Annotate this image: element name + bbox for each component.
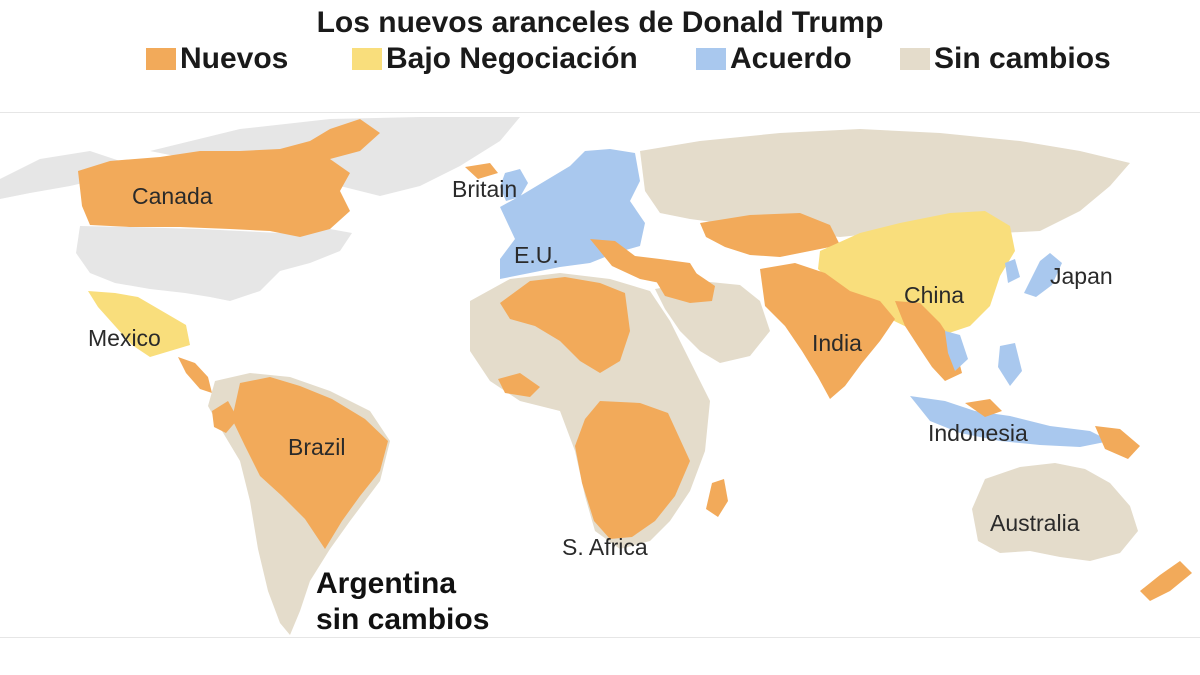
label-britain: Britain bbox=[452, 176, 517, 202]
region-central-america bbox=[178, 357, 212, 393]
region-malaysia bbox=[965, 399, 1002, 417]
region-southeast-asia bbox=[895, 301, 962, 381]
label-indonesia: Indonesia bbox=[928, 420, 1028, 446]
region-colombia bbox=[212, 401, 238, 433]
region-canada bbox=[78, 119, 380, 237]
legend-item-negociacion: Bajo Negociación bbox=[352, 42, 638, 76]
region-iceland bbox=[465, 163, 498, 179]
region-west-africa bbox=[498, 373, 540, 397]
region-russia bbox=[640, 129, 1130, 237]
region-indonesia bbox=[910, 396, 1110, 447]
label-brazil: Brazil bbox=[288, 434, 346, 460]
region-iraq-syria bbox=[650, 269, 715, 303]
region-mexico bbox=[88, 291, 190, 357]
region-new-zealand bbox=[1140, 561, 1192, 601]
region-korea bbox=[1005, 259, 1020, 283]
legend-label-nuevos: Nuevos bbox=[180, 42, 289, 75]
annotation-line-1: Argentina bbox=[316, 567, 457, 600]
region-kazakhstan bbox=[700, 213, 840, 257]
region-southern-africa bbox=[575, 401, 690, 539]
region-japan bbox=[1024, 253, 1062, 297]
legend-swatch-negociacion bbox=[352, 48, 382, 70]
world-map: Canada Britain E.U. Japan China Mexico I… bbox=[0, 112, 1200, 638]
region-britain bbox=[500, 169, 528, 201]
legend-item-nuevos: Nuevos bbox=[146, 42, 288, 76]
legend-item-acuerdo: Acuerdo bbox=[696, 42, 852, 76]
label-south-africa: S. Africa bbox=[562, 534, 648, 560]
region-png bbox=[1095, 426, 1140, 459]
label-australia: Australia bbox=[990, 510, 1080, 536]
region-south-asia bbox=[760, 263, 895, 399]
region-north-africa bbox=[500, 277, 630, 373]
region-middle-east bbox=[655, 281, 770, 363]
region-usa bbox=[76, 226, 352, 301]
region-brazil bbox=[232, 377, 388, 549]
legend-swatch-acuerdo bbox=[696, 48, 726, 70]
map-title: Los nuevos aranceles de Donald Trump bbox=[316, 6, 884, 39]
label-mexico: Mexico bbox=[88, 325, 161, 351]
region-alaska bbox=[0, 151, 120, 199]
argentina-annotation: Argentina sin cambios bbox=[316, 566, 489, 638]
legend-item-sin-cambios: Sin cambios bbox=[900, 42, 1111, 76]
region-philippines bbox=[998, 343, 1022, 386]
label-india: India bbox=[812, 330, 862, 356]
legend-swatch-sin-cambios bbox=[900, 48, 930, 70]
label-japan: Japan bbox=[1050, 263, 1113, 289]
legend-label-acuerdo: Acuerdo bbox=[730, 42, 852, 75]
region-madagascar bbox=[706, 479, 728, 517]
legend-swatch-nuevos bbox=[146, 48, 176, 70]
region-vietnam bbox=[945, 331, 968, 371]
legend-label-negociacion: Bajo Negociación bbox=[386, 42, 638, 75]
annotation-line-2: sin cambios bbox=[316, 603, 490, 636]
label-eu: E.U. bbox=[514, 242, 559, 268]
label-china: China bbox=[904, 282, 964, 308]
world-map-svg: Canada Britain E.U. Japan China Mexico I… bbox=[0, 117, 1192, 635]
label-canada: Canada bbox=[132, 183, 213, 209]
region-australia bbox=[972, 463, 1138, 561]
legend-label-sin-cambios: Sin cambios bbox=[934, 42, 1111, 75]
